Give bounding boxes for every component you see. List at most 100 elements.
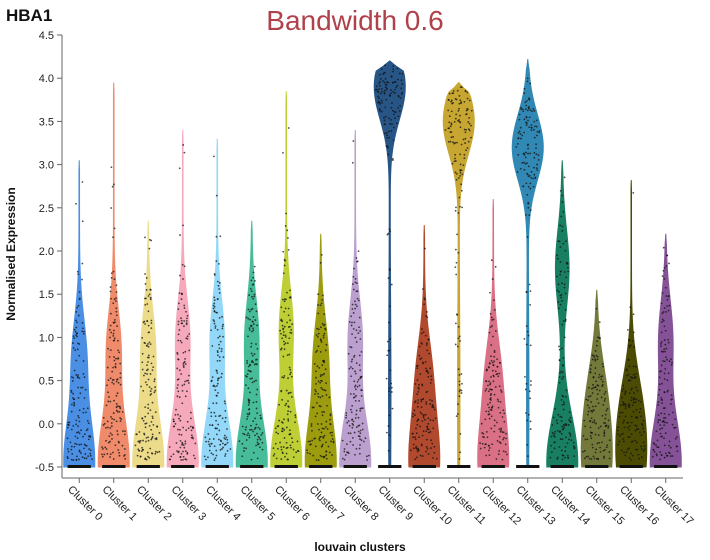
data-point — [318, 366, 321, 369]
data-point — [529, 397, 532, 400]
data-point — [674, 418, 677, 421]
data-point — [289, 373, 291, 376]
data-point — [147, 345, 150, 348]
data-point — [144, 381, 147, 384]
data-point — [289, 331, 292, 334]
data-point — [117, 349, 120, 352]
data-point — [413, 409, 416, 412]
data-point — [630, 344, 632, 347]
data-point — [347, 420, 350, 422]
data-point — [667, 294, 670, 297]
data-point — [661, 321, 663, 323]
data-point — [627, 379, 630, 382]
data-point — [521, 108, 524, 111]
data-point — [346, 443, 348, 446]
data-point — [77, 386, 80, 389]
data-point — [447, 98, 450, 101]
data-point — [76, 270, 79, 273]
data-point — [83, 397, 86, 399]
data-point — [523, 92, 526, 95]
data-point — [113, 337, 116, 340]
data-point — [218, 282, 221, 284]
data-point — [185, 390, 188, 393]
data-point — [112, 270, 115, 273]
data-point — [378, 88, 380, 91]
data-point — [294, 421, 296, 424]
violin-points — [203, 155, 232, 461]
data-point — [221, 442, 224, 445]
data-point — [457, 177, 460, 179]
data-point — [158, 450, 161, 453]
data-point — [321, 388, 324, 391]
data-point — [498, 372, 501, 375]
data-point — [663, 307, 666, 309]
data-point — [317, 293, 319, 296]
data-point — [663, 372, 666, 375]
data-point — [526, 77, 529, 80]
data-point — [70, 376, 73, 378]
data-point — [482, 432, 485, 435]
data-point — [674, 437, 677, 440]
violin-shape — [442, 81, 475, 468]
data-point — [385, 377, 388, 380]
data-point — [568, 432, 571, 434]
data-point — [459, 174, 462, 177]
data-point — [601, 441, 603, 444]
data-point — [113, 359, 116, 362]
data-point — [447, 127, 450, 130]
data-point — [70, 403, 73, 406]
data-point — [177, 308, 180, 311]
data-point — [385, 431, 388, 434]
data-point — [212, 453, 215, 456]
data-point — [176, 367, 179, 370]
data-point — [529, 428, 532, 430]
data-point — [107, 400, 110, 403]
data-point — [660, 345, 662, 348]
data-point — [593, 457, 596, 460]
data-point — [398, 110, 401, 112]
data-point — [627, 373, 630, 376]
data-point — [560, 449, 563, 452]
data-point — [185, 310, 187, 313]
data-point — [459, 432, 462, 435]
data-point — [527, 175, 530, 178]
data-point — [417, 390, 420, 393]
data-point — [252, 297, 254, 300]
data-point — [491, 361, 494, 364]
data-point — [78, 432, 81, 435]
data-point — [108, 435, 111, 437]
data-point — [311, 429, 313, 432]
data-point — [215, 402, 218, 405]
data-point — [323, 332, 326, 335]
data-point — [561, 377, 564, 380]
data-point — [493, 355, 496, 358]
data-point — [105, 448, 108, 450]
data-point — [287, 377, 289, 380]
data-point — [529, 187, 532, 190]
data-point — [106, 420, 109, 423]
data-point — [250, 342, 253, 345]
data-point — [588, 420, 591, 423]
data-point — [117, 381, 120, 384]
data-point — [659, 370, 661, 373]
data-point — [455, 113, 458, 116]
data-point — [489, 388, 491, 391]
y-tick-label: -0.5 — [35, 462, 54, 474]
data-point — [383, 119, 386, 122]
data-point — [559, 273, 562, 276]
violin-group — [63, 160, 96, 468]
data-point — [219, 443, 222, 446]
data-point — [553, 435, 556, 438]
data-point — [423, 297, 426, 300]
data-point — [523, 337, 526, 340]
data-point — [218, 415, 220, 418]
data-point — [427, 422, 430, 425]
data-point — [595, 448, 598, 451]
data-point — [566, 454, 569, 457]
zero-cells-bar — [309, 465, 333, 468]
data-point — [177, 333, 180, 336]
data-point — [76, 455, 78, 458]
data-point — [414, 383, 417, 385]
data-point — [71, 380, 74, 382]
data-point — [359, 369, 362, 372]
